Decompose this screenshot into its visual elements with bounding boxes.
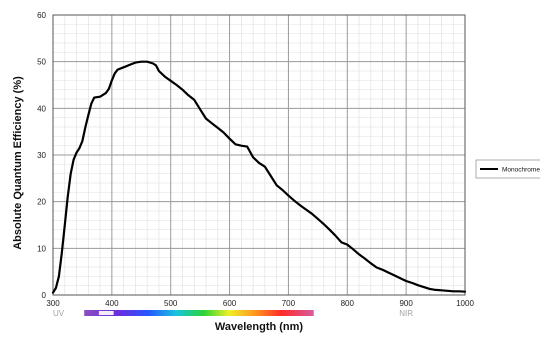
y-tick-label: 60 bbox=[37, 11, 46, 20]
axis-layer: 0 10 20 30 40 50 60 300 400 500 600 700 800 900 1000 Ab… bbox=[12, 11, 474, 333]
spectrum-layer: UV NIR bbox=[53, 309, 413, 318]
x-tick-label: 1000 bbox=[456, 299, 474, 308]
legend-box bbox=[475, 159, 540, 179]
spectrum-nir-marker bbox=[317, 311, 329, 315]
plot-frame bbox=[52, 14, 466, 296]
x-tick-label: 400 bbox=[105, 299, 119, 308]
y-tick-label: 30 bbox=[37, 151, 46, 160]
nir-label: NIR bbox=[399, 309, 413, 318]
uv-label: UV bbox=[53, 309, 65, 318]
x-tick-label: 500 bbox=[164, 299, 178, 308]
series-line bbox=[51, 60, 467, 294]
x-tick-label: 300 bbox=[46, 299, 60, 308]
y-tick-label: 40 bbox=[37, 104, 46, 113]
x-tick-label: 900 bbox=[399, 299, 413, 308]
spectrum-bar bbox=[84, 310, 314, 316]
x-tick-label: 800 bbox=[341, 299, 355, 308]
legend-label: Monochrome bbox=[502, 167, 540, 174]
x-tick-label: 700 bbox=[282, 299, 296, 308]
y-tick-label: 20 bbox=[37, 198, 46, 207]
series-layer bbox=[51, 60, 467, 294]
y-axis-title: Absolute Quantum Efficiency (%) bbox=[12, 76, 24, 250]
y-tick-label: 0 bbox=[42, 291, 47, 300]
legend-layer: Monochrome bbox=[475, 159, 540, 179]
spectrum-uv-marker bbox=[98, 311, 114, 315]
x-tick-label: 600 bbox=[223, 299, 237, 308]
grid-layer bbox=[53, 15, 465, 295]
y-tick-label: 50 bbox=[37, 58, 46, 67]
y-tick-label: 10 bbox=[37, 244, 46, 253]
x-axis-title: Wavelength (nm) bbox=[215, 321, 304, 333]
